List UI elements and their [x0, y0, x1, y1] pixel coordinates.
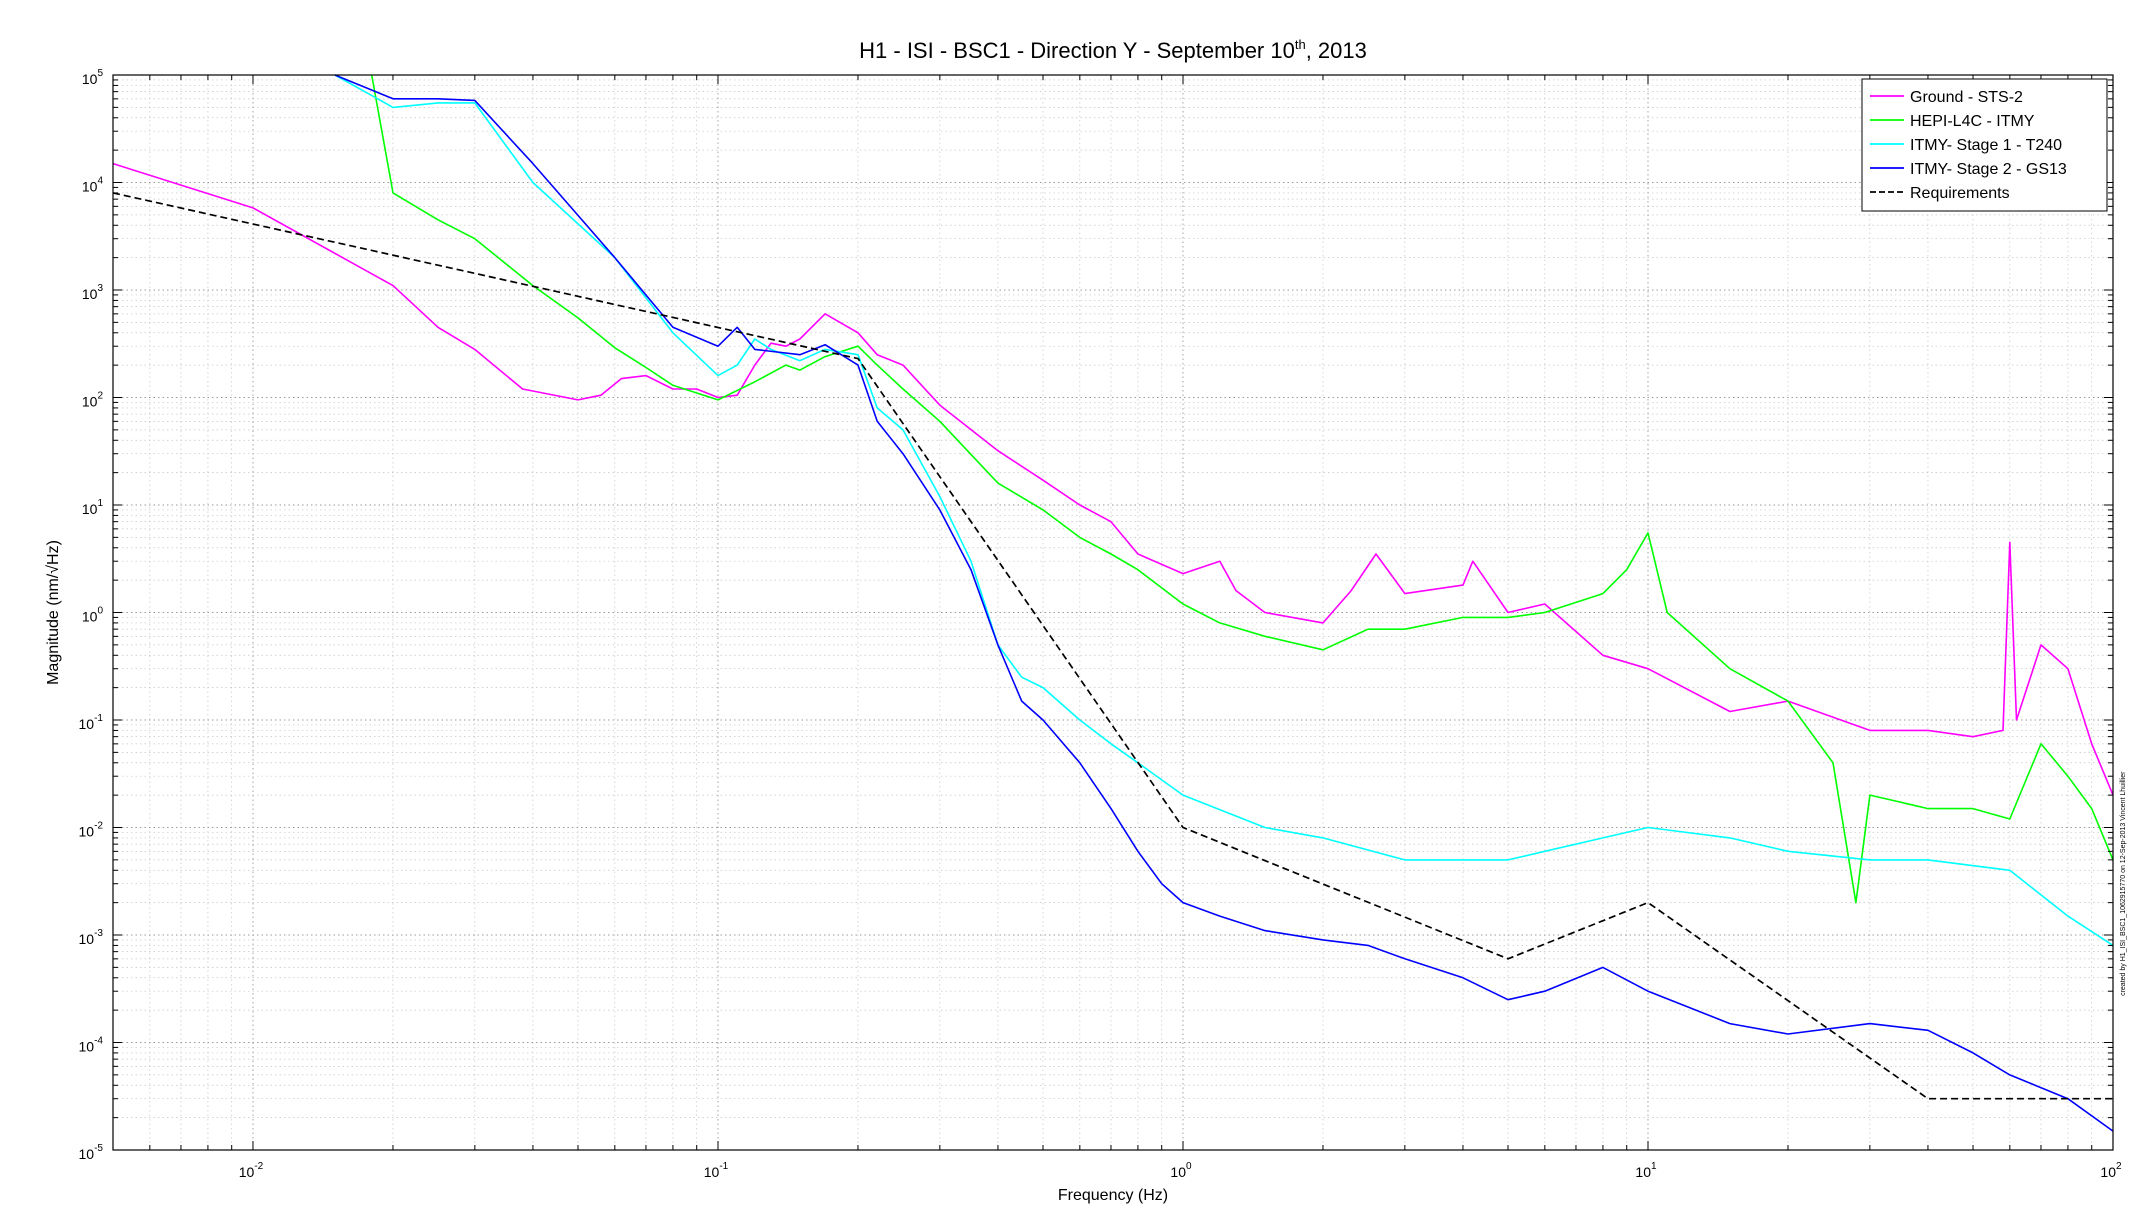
legend-entry-label: HEPI-L4C - ITMY	[1910, 113, 2035, 130]
y-tick-base: 10	[82, 501, 98, 517]
x-tick-base: 10	[2100, 1164, 2116, 1180]
x-tick-base: 10	[1635, 1164, 1651, 1180]
series-line-3	[334, 74, 2114, 1132]
y-tick-exponent: -2	[94, 821, 103, 832]
chart-title-suffix: , 2013	[1306, 38, 1367, 63]
y-tick-label: 101	[82, 498, 104, 517]
y-tick-base: 10	[79, 1146, 95, 1162]
credit-text: created by H1_ISI_BSC1_1062915770 on 12-…	[2120, 771, 2127, 996]
y-tick-label: 10-3	[79, 928, 104, 947]
x-tick-label: 10-1	[704, 1161, 729, 1180]
y-tick-label: 10-2	[79, 821, 104, 840]
series-line-2	[334, 74, 2114, 947]
y-tick-exponent: -3	[94, 928, 103, 939]
y-tick-exponent: -5	[94, 1143, 103, 1154]
x-tick-exponent: 0	[1186, 1161, 1192, 1172]
x-tick-exponent: -1	[719, 1161, 728, 1172]
y-tick-base: 10	[82, 609, 98, 625]
x-tick-labels: 10-2 10-1 100 101 102	[239, 1161, 2122, 1180]
legend: Ground - STS-2 HEPI-L4C - ITMY ITMY- Stage…	[1861, 78, 2108, 212]
y-tick-exponent: 2	[97, 391, 103, 402]
y-tick-base: 10	[82, 286, 98, 302]
y-tick-exponent: 3	[97, 283, 103, 294]
x-tick-base: 10	[239, 1164, 255, 1180]
axis-ticks	[112, 74, 2114, 1151]
chart-title-main: H1 - ISI - BSC1 - Direction Y - Septembe…	[859, 38, 1295, 63]
x-tick-label: 101	[1635, 1161, 1657, 1180]
y-tick-base: 10	[79, 824, 95, 840]
x-tick-exponent: -2	[254, 1161, 263, 1172]
legend-entry-label: Requirements	[1910, 185, 2010, 202]
x-tick-exponent: 1	[1651, 1161, 1657, 1172]
x-axis-label: Frequency (Hz)	[1058, 1187, 1168, 1204]
x-tick-label: 102	[2100, 1161, 2122, 1180]
y-tick-exponent: 1	[97, 498, 103, 509]
series-line-1	[370, 74, 2114, 904]
legend-entry-label: ITMY- Stage 2 - GS13	[1910, 161, 2067, 178]
y-tick-label: 10-4	[79, 1036, 104, 1055]
y-tick-base: 10	[79, 931, 95, 947]
y-tick-label: 104	[82, 176, 104, 195]
y-tick-label: 10-5	[79, 1143, 104, 1162]
x-tick-base: 10	[704, 1164, 720, 1180]
y-tick-label: 102	[82, 391, 104, 410]
x-tick-label: 10-2	[239, 1161, 264, 1180]
x-tick-exponent: 2	[2116, 1161, 2122, 1172]
y-tick-exponent: 0	[97, 606, 103, 617]
series-line-4	[112, 192, 2113, 1100]
y-axis-label: Magnitude (nm/√Hz)	[45, 540, 62, 685]
legend-entry-label: Ground - STS-2	[1910, 89, 2023, 106]
chart-title: H1 - ISI - BSC1 - Direction Y - Septembe…	[859, 37, 1367, 63]
y-tick-label: 10-1	[79, 713, 104, 732]
y-tick-label: 103	[82, 283, 104, 302]
legend-box	[1861, 78, 2108, 212]
y-tick-exponent: 4	[97, 176, 103, 187]
y-tick-base: 10	[82, 179, 98, 195]
y-tick-base: 10	[79, 1039, 95, 1055]
y-tick-label: 100	[82, 606, 104, 625]
x-tick-base: 10	[1170, 1164, 1186, 1180]
series-line-0	[112, 162, 2114, 796]
y-tick-exponent: -4	[94, 1036, 103, 1047]
y-tick-label: 105	[82, 68, 104, 87]
y-tick-base: 10	[82, 394, 98, 410]
y-tick-base: 10	[79, 716, 95, 732]
legend-entry-label: ITMY- Stage 1 - T240	[1910, 137, 2062, 154]
x-tick-label: 100	[1170, 1161, 1192, 1180]
series-group	[112, 74, 2114, 1132]
minor-grid	[112, 75, 2113, 1150]
y-tick-base: 10	[82, 71, 98, 87]
chart-title-superscript: th	[1295, 37, 1306, 52]
y-tick-exponent: -1	[94, 713, 103, 724]
y-tick-exponent: 5	[97, 68, 103, 79]
